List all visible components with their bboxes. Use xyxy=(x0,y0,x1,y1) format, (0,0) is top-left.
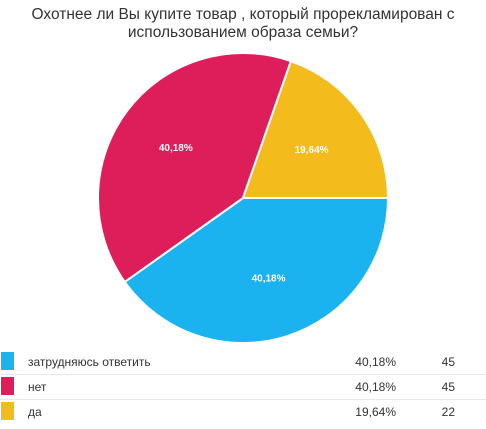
pie-chart: 40,18% 40,18% 19,64% xyxy=(97,52,390,344)
legend-swatch-2 xyxy=(1,402,14,420)
legend-count-1: 45 xyxy=(441,380,455,394)
pie-slice-label-1: 40,18% xyxy=(159,143,193,154)
legend-percent-2: 19,64% xyxy=(355,405,396,419)
pie-slices xyxy=(97,52,390,344)
legend-table: затрудняюсь ответить 40,18% 45 нет 40,18… xyxy=(0,350,486,424)
legend-percent-1: 40,18% xyxy=(355,380,396,394)
chart-title-line-1: Охотнее ли Вы купите товар , который про… xyxy=(31,6,455,23)
legend-swatch-1 xyxy=(1,377,14,395)
legend-name-2: да xyxy=(28,405,42,419)
legend-row-1: нет 40,18% 45 xyxy=(0,375,486,400)
pie-slice-0 xyxy=(123,197,390,344)
pie-slice-label-0: 40,18% xyxy=(252,274,286,285)
pie-labels: 40,18% 40,18% 19,64% xyxy=(159,143,329,285)
chart-title-line-2: использованием образа семьи? xyxy=(127,24,359,41)
legend-row-0: затрудняюсь ответить 40,18% 45 xyxy=(0,350,486,375)
legend-name-0: затрудняюсь ответить xyxy=(28,355,151,369)
legend-percent-0: 40,18% xyxy=(355,355,396,369)
legend-swatch-0 xyxy=(1,352,14,370)
pie-slice-2 xyxy=(241,59,390,199)
legend-count-2: 22 xyxy=(441,405,455,419)
legend-row-2: да 19,64% 22 xyxy=(0,400,486,424)
legend-count-0: 45 xyxy=(441,355,455,369)
legend-name-1: нет xyxy=(28,380,47,394)
pie-slice-label-2: 19,64% xyxy=(295,145,329,156)
chart-title: Охотнее ли Вы купите товар , который про… xyxy=(0,6,486,42)
pie-slice-1 xyxy=(97,52,293,284)
